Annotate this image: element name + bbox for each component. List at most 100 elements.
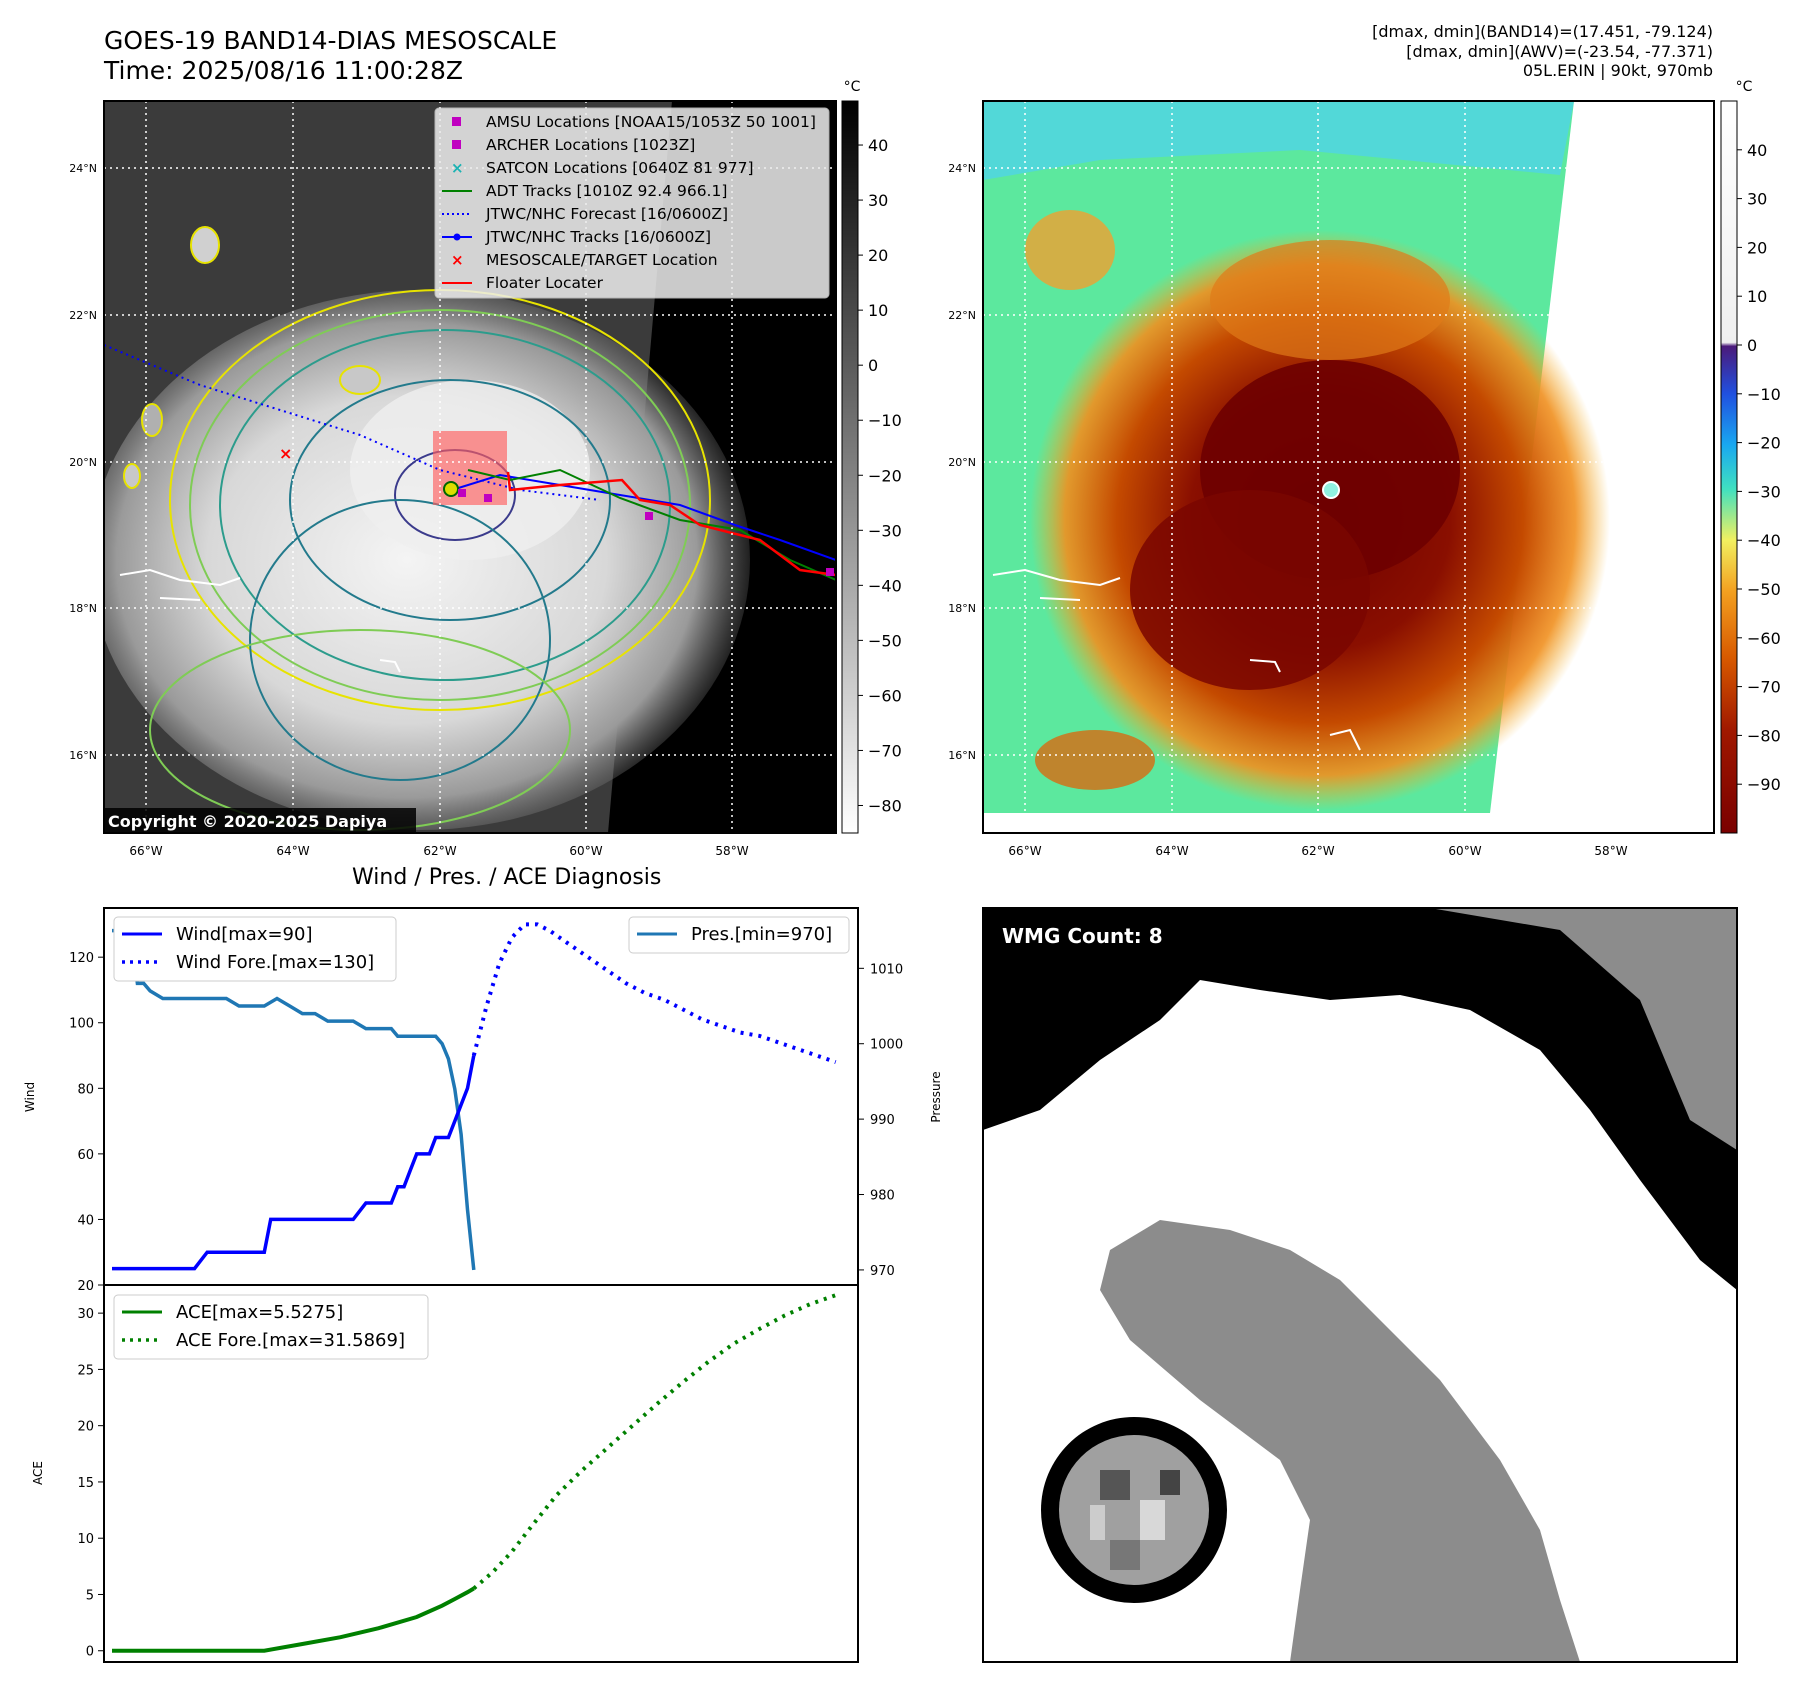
colorbar-tick: −80 bbox=[868, 796, 902, 815]
colorbar-tick: −30 bbox=[868, 521, 902, 540]
lat-label-right: 24°N bbox=[948, 162, 976, 175]
pressure-legend: Pres.[min=970] bbox=[628, 916, 850, 954]
copyright-text: Copyright © 2020-2025 Dapiya bbox=[108, 812, 387, 831]
map-legend-item: ARCHER Locations [1023Z] bbox=[486, 136, 695, 154]
figure-title: GOES-19 BAND14-DIAS MESOSCALE Time: 2025… bbox=[104, 26, 557, 86]
pressure-axis-label: Pressure bbox=[929, 1071, 943, 1122]
wind-tick: 20 bbox=[77, 1279, 94, 1294]
wind-series-line bbox=[112, 1055, 476, 1271]
lat-label-right: 18°N bbox=[948, 602, 976, 615]
colorbar-tick: 30 bbox=[868, 191, 888, 210]
ace-tick: 30 bbox=[77, 1307, 94, 1322]
wind-legend-item-0: Wind[max=90] bbox=[176, 924, 313, 945]
colorbar-left-unit: °C bbox=[844, 79, 861, 95]
awv-coastline bbox=[992, 568, 1361, 751]
target-box bbox=[433, 431, 507, 505]
wind-tick: 100 bbox=[69, 1017, 94, 1032]
colorbar-tick: −70 bbox=[868, 741, 902, 760]
colorbar-tick: −20 bbox=[1747, 434, 1781, 453]
info-line-3: 05L.ERIN | 90kt, 970mb bbox=[1522, 61, 1713, 80]
colorbar-tick: −20 bbox=[868, 466, 902, 485]
wind-axis-label: Wind bbox=[23, 1082, 37, 1112]
lat-label-right: 22°N bbox=[948, 309, 976, 322]
colorbar-tick: −10 bbox=[868, 411, 902, 430]
map-legend-item: ADT Tracks [1010Z 92.4 966.1] bbox=[486, 182, 727, 200]
amsu-marker-3 bbox=[826, 568, 834, 576]
colorbar-tick: −40 bbox=[868, 576, 902, 595]
best-track-line bbox=[451, 473, 836, 561]
wind-tick: 60 bbox=[77, 1148, 94, 1163]
colorbar-tick: 10 bbox=[868, 301, 888, 320]
wind-forecast-line bbox=[471, 922, 837, 1064]
title-line-1: GOES-19 BAND14-DIAS MESOSCALE bbox=[104, 26, 558, 55]
ir-map-panel: × Copyright © 2020-2025 Dapiya AMSU Loca… bbox=[69, 100, 837, 858]
colorbar-tick: −30 bbox=[1747, 482, 1781, 501]
ace-tick: 15 bbox=[77, 1476, 94, 1491]
lat-label-left: 22°N bbox=[69, 309, 97, 322]
wmg-count-label: WMG Count: 8 bbox=[1002, 924, 1163, 948]
diagnosis-title: Wind / Pres. / ACE Diagnosis bbox=[352, 865, 662, 890]
ace-tick: 0 bbox=[86, 1645, 94, 1660]
ace-tick: 10 bbox=[77, 1532, 94, 1547]
colorbar-tick: 20 bbox=[1747, 238, 1767, 257]
pressure-tick: 1000 bbox=[870, 1038, 903, 1053]
colorbar-tick: −50 bbox=[1747, 580, 1781, 599]
storm-center-marker bbox=[443, 481, 459, 497]
lon-label-left: 64°W bbox=[276, 844, 309, 858]
awv-eye-marker bbox=[1322, 481, 1340, 499]
pressure-legend-item-0: Pres.[min=970] bbox=[691, 924, 832, 945]
ace-series-line bbox=[112, 1586, 475, 1653]
lon-label-left: 58°W bbox=[715, 844, 748, 858]
ace-tick: 20 bbox=[77, 1420, 94, 1435]
ace-tick: 25 bbox=[77, 1363, 94, 1378]
colorbar-tick: −90 bbox=[1747, 775, 1781, 794]
wind-legend-item-1: Wind Fore.[max=130] bbox=[176, 952, 374, 973]
wind-legend: Wind[max=90] Wind Fore.[max=130] bbox=[113, 916, 397, 982]
wind-tick: 80 bbox=[77, 1082, 94, 1097]
map-legend-item: JTWC/NHC Forecast [16/0600Z] bbox=[485, 205, 728, 223]
colorbar-tick: −60 bbox=[868, 686, 902, 705]
pressure-tick: 1010 bbox=[870, 962, 903, 977]
colorbar-tick: 20 bbox=[868, 246, 888, 265]
colorbar-tick: 0 bbox=[868, 356, 878, 375]
lon-label-left: 66°W bbox=[129, 844, 162, 858]
lat-label-left: 24°N bbox=[69, 162, 97, 175]
colorbar-tick: 40 bbox=[868, 136, 888, 155]
pressure-series-line bbox=[112, 928, 476, 1271]
ace-chart: 30 25 20 15 10 5 0 ACE ACE[max=5.5275] ACE For… bbox=[31, 1284, 859, 1663]
pressure-tick: 980 bbox=[870, 1189, 895, 1204]
lon-label-right: 58°W bbox=[1594, 844, 1627, 858]
coastline bbox=[119, 568, 401, 673]
ace-legend-item-1: ACE Fore.[max=31.5869] bbox=[176, 1330, 405, 1351]
lon-label-right: 66°W bbox=[1008, 844, 1041, 858]
info-block: [dmax, dmin](BAND14)=(17.451, -79.124) [… bbox=[1372, 22, 1713, 81]
colorbar-tick: −10 bbox=[1747, 385, 1781, 404]
lat-label-right: 20°N bbox=[948, 456, 976, 469]
ace-forecast-line bbox=[472, 1293, 837, 1591]
ace-axis-label: ACE bbox=[31, 1461, 45, 1485]
colorbar-tick: −80 bbox=[1747, 726, 1781, 745]
lat-label-left: 16°N bbox=[69, 749, 97, 762]
info-line-1: [dmax, dmin](BAND14)=(17.451, -79.124) bbox=[1372, 22, 1713, 41]
map-legend-item: Floater Locater bbox=[486, 274, 604, 292]
colorbar-tick: 10 bbox=[1747, 287, 1767, 306]
wind-pressure-chart: 120 100 80 60 40 20 1010 1000 990 980 970 Wind Pr… bbox=[23, 907, 943, 1294]
awv-map-panel: 24°N 22°N 20°N 18°N 16°N 66°W 64°W 62°W 60°W 58°… bbox=[948, 100, 1715, 858]
forecast-track-line bbox=[104, 344, 601, 501]
colorbar-tick: 30 bbox=[1747, 190, 1767, 209]
wind-tick: 120 bbox=[69, 951, 94, 966]
wind-tick: 40 bbox=[77, 1213, 94, 1228]
wmg-panel: WMG Count: 8 bbox=[982, 907, 1738, 1663]
pressure-tick: 970 bbox=[870, 1264, 895, 1279]
ace-legend: ACE[max=5.5275] ACE Fore.[max=31.5869] bbox=[113, 1294, 429, 1360]
ace-legend-item-0: ACE[max=5.5275] bbox=[176, 1302, 343, 1323]
map-legend-item: AMSU Locations [NOAA15/1053Z 50 1001] bbox=[486, 113, 816, 131]
ace-tick: 5 bbox=[86, 1588, 94, 1603]
floater-track-line bbox=[506, 471, 836, 577]
lat-label-left: 20°N bbox=[69, 456, 97, 469]
colorbar-tick: −60 bbox=[1747, 629, 1781, 648]
colorbar-tick: −50 bbox=[868, 631, 902, 650]
mesoscale-target-marker: × bbox=[279, 444, 292, 463]
archer-marker bbox=[458, 489, 466, 497]
